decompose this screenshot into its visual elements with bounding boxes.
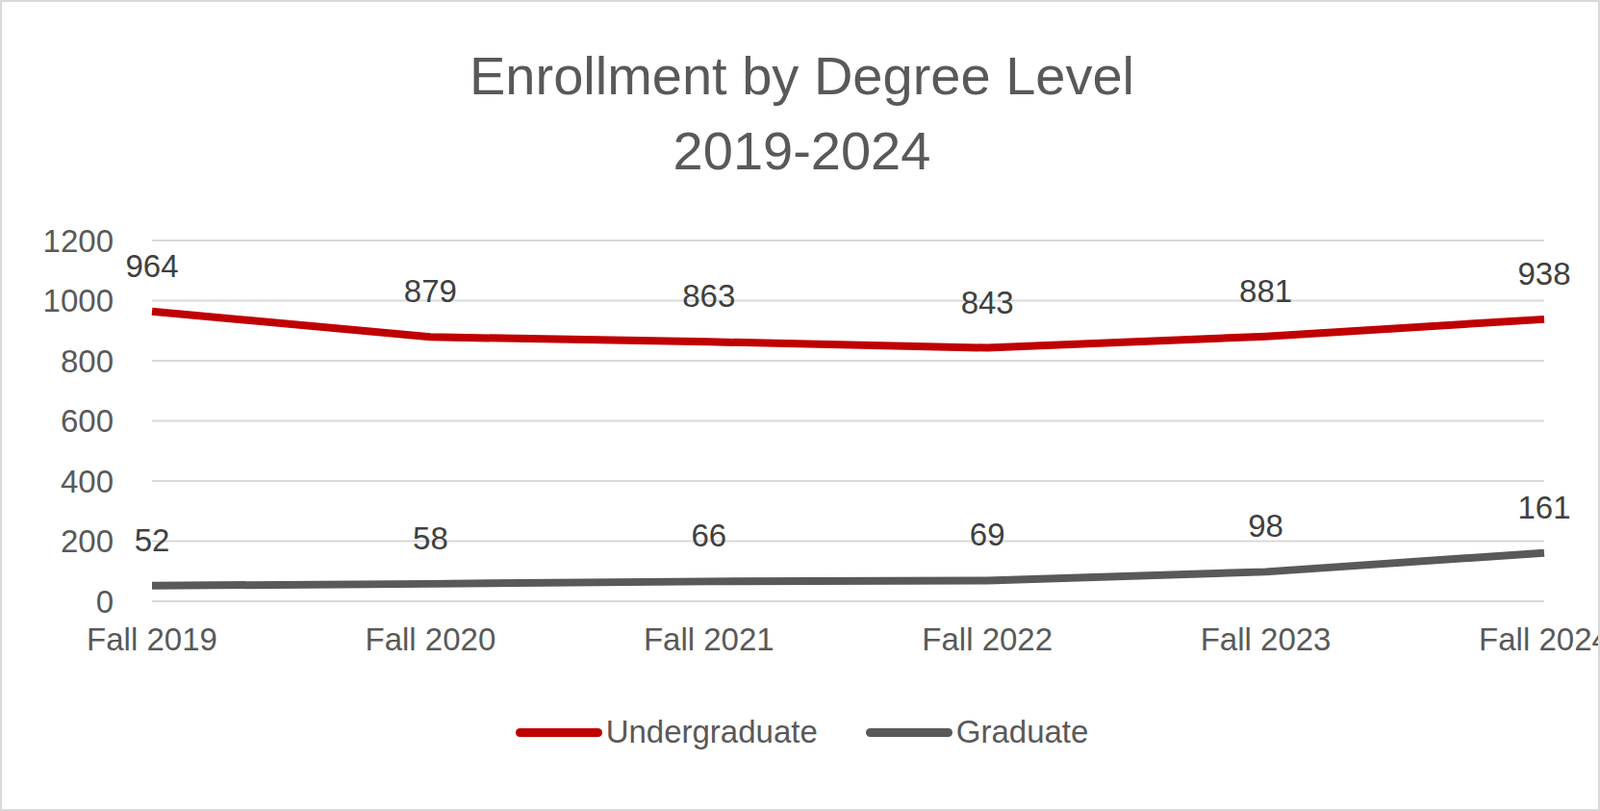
- svg-text:Fall 2020: Fall 2020: [365, 621, 497, 658]
- svg-text:52: 52: [134, 522, 171, 559]
- svg-text:Fall 2022: Fall 2022: [921, 621, 1053, 658]
- html-text:Enrollment by Degree Level: Enrollment by Degree Level: [469, 45, 1135, 106]
- svg-text:938: 938: [1517, 255, 1571, 292]
- html-text:Undergraduate: Undergraduate: [605, 713, 818, 750]
- html-text:Graduate: Graduate: [956, 713, 1089, 750]
- svg-text:800: 800: [60, 343, 114, 380]
- svg-text:0: 0: [96, 584, 114, 620]
- svg-text:1200: 1200: [43, 223, 114, 259]
- svg-text:843: 843: [961, 284, 1015, 321]
- svg-text:58: 58: [412, 520, 449, 557]
- svg-text:Fall 2024: Fall 2024: [1478, 621, 1593, 658]
- svg-text:98: 98: [1247, 507, 1284, 544]
- svg-text:Fall 2021: Fall 2021: [643, 621, 775, 658]
- svg-text:69: 69: [969, 516, 1006, 553]
- svg-text:400: 400: [60, 463, 114, 500]
- svg-text:Fall 2019: Fall 2019: [86, 621, 218, 658]
- svg-text:964: 964: [125, 248, 178, 284]
- svg-text:200: 200: [60, 523, 114, 559]
- svg-text:161: 161: [1517, 489, 1571, 526]
- html-text:2019-2024: 2019-2024: [673, 120, 931, 181]
- svg-text:881: 881: [1239, 273, 1293, 309]
- svg-text:863: 863: [682, 278, 736, 314]
- svg-text:879: 879: [404, 273, 458, 309]
- svg-text:66: 66: [690, 517, 727, 554]
- svg-text:Fall 2023: Fall 2023: [1200, 621, 1332, 658]
- svg-text:600: 600: [60, 403, 114, 439]
- svg-text:1000: 1000: [43, 282, 114, 319]
